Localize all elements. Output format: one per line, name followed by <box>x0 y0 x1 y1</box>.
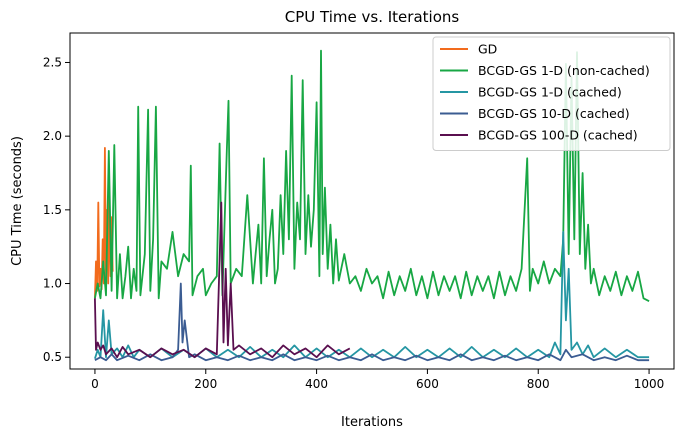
series-line-4 <box>94 201 351 359</box>
legend-label: BCGD-GS 1-D (cached) <box>478 85 622 100</box>
series-layer <box>94 49 650 362</box>
legend: GD BCGD-GS 1-D (non-cached) BCGD-GS 1-D (c… <box>432 36 671 151</box>
legend-box <box>432 36 671 151</box>
y-tick-label: 1.0 <box>43 277 62 291</box>
x-tick-label: 200 <box>194 377 217 391</box>
series-line-1 <box>94 49 650 302</box>
chart-title: CPU Time vs. Iterations <box>285 8 460 26</box>
x-tick-label: 600 <box>416 377 439 391</box>
x-axis: 0 200 400 600 800 1000 <box>91 369 664 391</box>
legend-label: BCGD-GS 100-D (cached) <box>478 128 638 143</box>
y-tick-label: 2.5 <box>43 55 62 69</box>
x-tick-label: 1000 <box>634 377 665 391</box>
y-tick-label: 2.0 <box>43 129 62 143</box>
legend-label: GD <box>478 42 497 57</box>
y-tick-label: 0.5 <box>43 350 62 364</box>
y-axis: 0.5 1.0 1.5 2.0 2.5 <box>43 55 70 364</box>
legend-label: BCGD-GS 10-D (cached) <box>478 106 630 121</box>
y-tick-label: 1.5 <box>43 203 62 217</box>
x-tick-label: 800 <box>527 377 550 391</box>
legend-label: BCGD-GS 1-D (non-cached) <box>478 63 650 78</box>
x-tick-label: 400 <box>305 377 328 391</box>
y-axis-label: CPU Time (seconds) <box>10 136 25 266</box>
x-tick-label: 0 <box>91 377 99 391</box>
plot-frame <box>69 32 675 370</box>
x-axis-label: Iterations <box>341 415 403 430</box>
series-line-2 <box>94 231 650 359</box>
